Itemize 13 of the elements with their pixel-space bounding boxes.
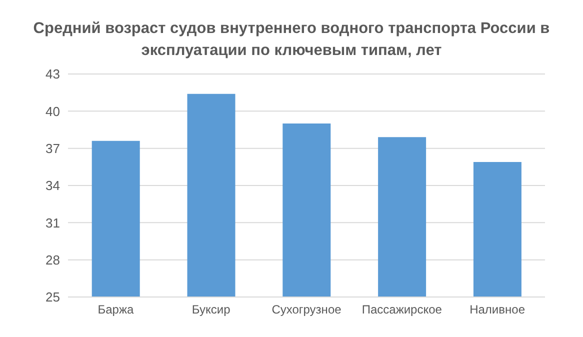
y-tick-label: 40 [46,104,60,119]
y-tick-label: 43 [46,66,60,82]
y-tick-label: 34 [46,178,60,194]
chart-title: Средний возраст судов внутреннего водного транспорта России в эксплуатации по ключевым типам, лет [32,19,551,61]
y-tick-label: 28 [46,252,60,268]
x-tick-label: Сухогрузное [272,302,342,317]
y-tick-label: 37 [46,140,60,156]
x-tick-label: Пассажирское [362,302,442,317]
x-tick-label: Баржа [98,302,134,317]
x-tick-label: Наливное [470,302,526,317]
y-tick-label: 25 [46,290,60,305]
x-tick-label: Буксир [192,302,231,317]
y-tick-label: 31 [46,215,60,230]
